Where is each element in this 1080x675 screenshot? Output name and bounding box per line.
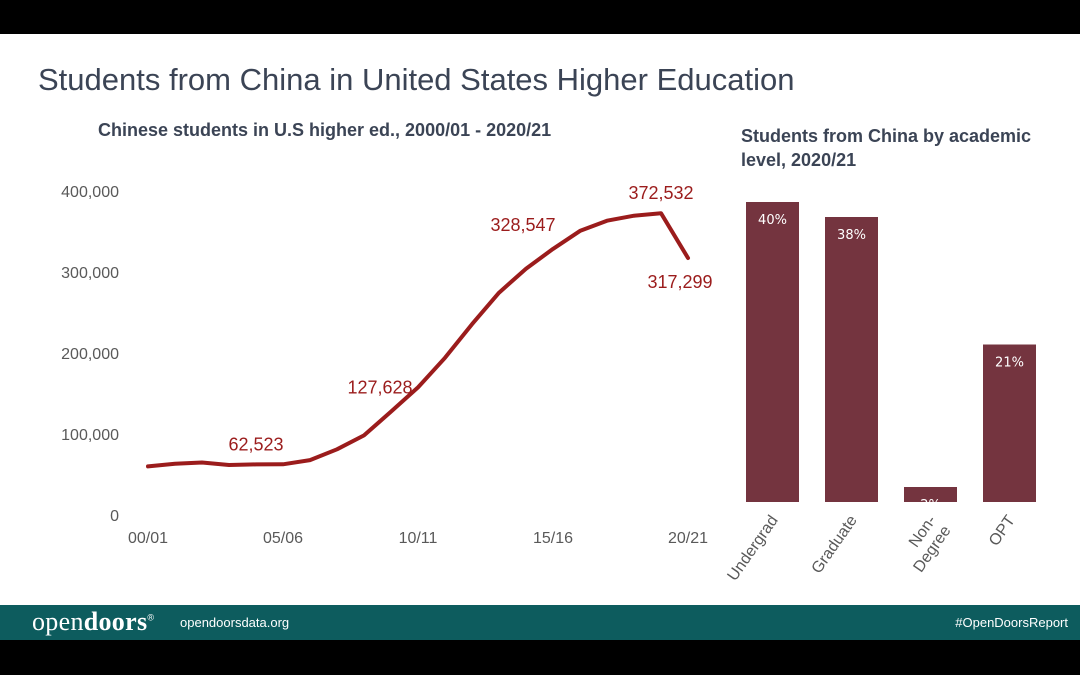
bar-undergrad <box>746 202 799 502</box>
bar-graduate <box>825 217 878 502</box>
x-tick-label: 15/16 <box>533 530 573 547</box>
bar-category-label: Undergrad <box>724 513 781 585</box>
x-tick-label: 20/21 <box>668 530 708 547</box>
bar-value-label: 21% <box>995 356 1024 371</box>
bar-value-label: 40% <box>758 213 787 228</box>
y-tick-label: 200,000 <box>61 346 119 363</box>
slide-title: Students from China in United States Hig… <box>38 62 795 97</box>
x-tick-label: 00/01 <box>128 530 168 547</box>
hashtag-text: #OpenDoorsReport <box>955 615 1068 630</box>
footer-bar: opendoors® opendoorsdata.org #OpenDoorsR… <box>0 605 1080 640</box>
bar-opt <box>983 344 1036 502</box>
bar-non-degree <box>904 487 957 502</box>
line-chart-title: Chinese students in U.S higher ed., 2000… <box>98 120 552 140</box>
slide: Students from China in United States Hig… <box>0 34 1080 640</box>
website-link[interactable]: opendoorsdata.org <box>180 615 290 630</box>
opendoors-logo: opendoors® <box>32 607 155 636</box>
data-label: 317,299 <box>647 272 712 292</box>
bar-value-label: 2% <box>920 498 941 513</box>
y-tick-label: 100,000 <box>61 427 119 444</box>
data-label: 127,628 <box>347 378 412 398</box>
y-tick-label: 400,000 <box>61 184 119 201</box>
bar-value-label: 38% <box>837 228 866 243</box>
bar-category-label: Graduate <box>809 512 861 576</box>
bar-category-label: OPT <box>986 512 1019 549</box>
charts-canvas: 0 100,000 200,000 300,000 400,000 00/01 05/06 1… <box>61 183 1036 585</box>
data-label: 372,532 <box>628 183 693 203</box>
y-tick-label: 300,000 <box>61 265 119 282</box>
x-tick-label: 05/06 <box>263 530 303 547</box>
x-tick-label: 10/11 <box>399 530 438 547</box>
data-label: 328,547 <box>490 215 555 235</box>
bar-chart-title: Students from China by academic level, 2… <box>741 126 1032 170</box>
y-tick-label: 0 <box>110 508 119 525</box>
bar-category-label: Non-Degree <box>896 512 955 575</box>
series-line-chinese-students <box>146 211 690 469</box>
data-label: 62,523 <box>228 434 283 454</box>
